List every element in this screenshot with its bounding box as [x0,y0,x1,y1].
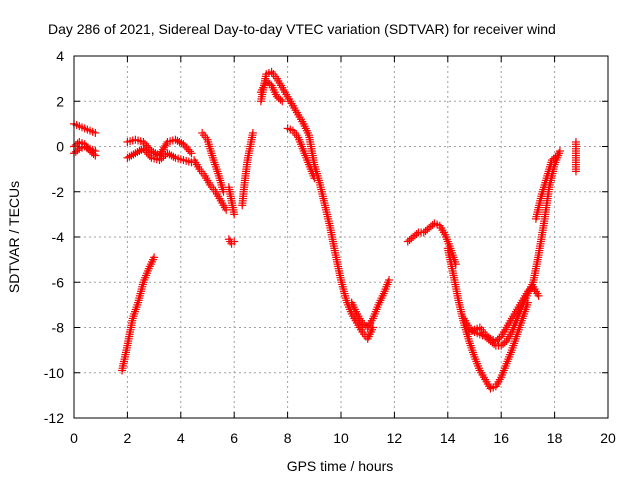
y-tick-label: -6 [52,274,65,290]
y-tick-label: 2 [56,93,64,109]
data-point [125,152,134,161]
data-point [278,97,287,106]
y-tick-label: -4 [52,229,65,245]
data-point [484,333,493,342]
x-tick-label: 18 [547,430,563,446]
y-tick-label: 4 [56,48,64,64]
data-point [129,150,138,159]
x-tick-label: 4 [177,430,185,446]
y-tick-label: -10 [44,365,64,381]
data-point [230,210,239,219]
data-point [127,151,136,160]
data-point [534,291,543,300]
data-point [385,275,394,284]
data-point [555,147,564,156]
chart-title: Day 286 of 2021, Sidereal Day-to-day VTE… [48,21,556,37]
y-axis-label: SDTVAR / TECUs [6,181,22,293]
y-tick-label: -2 [52,184,65,200]
x-tick-label: 20 [600,430,616,446]
x-tick-label: 12 [387,430,403,446]
data-point [91,147,100,156]
data-point [155,156,164,165]
data-point [133,148,142,157]
data-point [163,149,172,158]
data-point [551,153,560,162]
y-tick-label: -12 [44,410,64,426]
data-point [222,205,231,214]
mark-layer [70,67,580,393]
plot-frame [73,55,609,419]
x-axis-label: GPS time / hours [287,458,394,474]
data-point [230,237,239,246]
data-point [571,167,580,176]
data-point [187,149,196,158]
data-point [150,253,159,262]
data-point [157,154,166,163]
data-point [171,135,180,144]
data-point [175,137,184,146]
x-tick-label: 16 [493,430,509,446]
y-tick-label: -8 [52,320,65,336]
data-point [165,150,174,159]
x-tick-label: 14 [440,430,456,446]
data-point [185,147,194,156]
x-tick-label: 2 [124,430,132,446]
data-point [553,151,562,160]
data-point [276,95,285,104]
data-point [159,152,168,161]
data-point [310,174,319,183]
data-point [73,146,82,155]
x-tick-label: 0 [70,430,78,446]
data-point [149,148,158,157]
x-tick-label: 8 [284,430,292,446]
data-point [145,152,154,161]
x-tick-label: 6 [230,430,238,446]
data-point [167,151,176,160]
data-point [248,128,257,137]
data-point [173,136,182,145]
x-tick-label: 10 [333,430,349,446]
data-point [169,152,178,161]
data-point [123,153,132,162]
grid-layer [74,56,608,418]
data-point [412,229,421,238]
data-point [137,145,146,154]
data-point [131,149,140,158]
y-tick-label: 0 [56,139,64,155]
data-point [91,128,100,137]
